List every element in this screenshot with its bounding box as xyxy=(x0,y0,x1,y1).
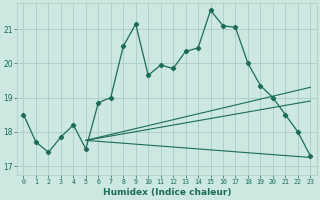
X-axis label: Humidex (Indice chaleur): Humidex (Indice chaleur) xyxy=(103,188,231,197)
